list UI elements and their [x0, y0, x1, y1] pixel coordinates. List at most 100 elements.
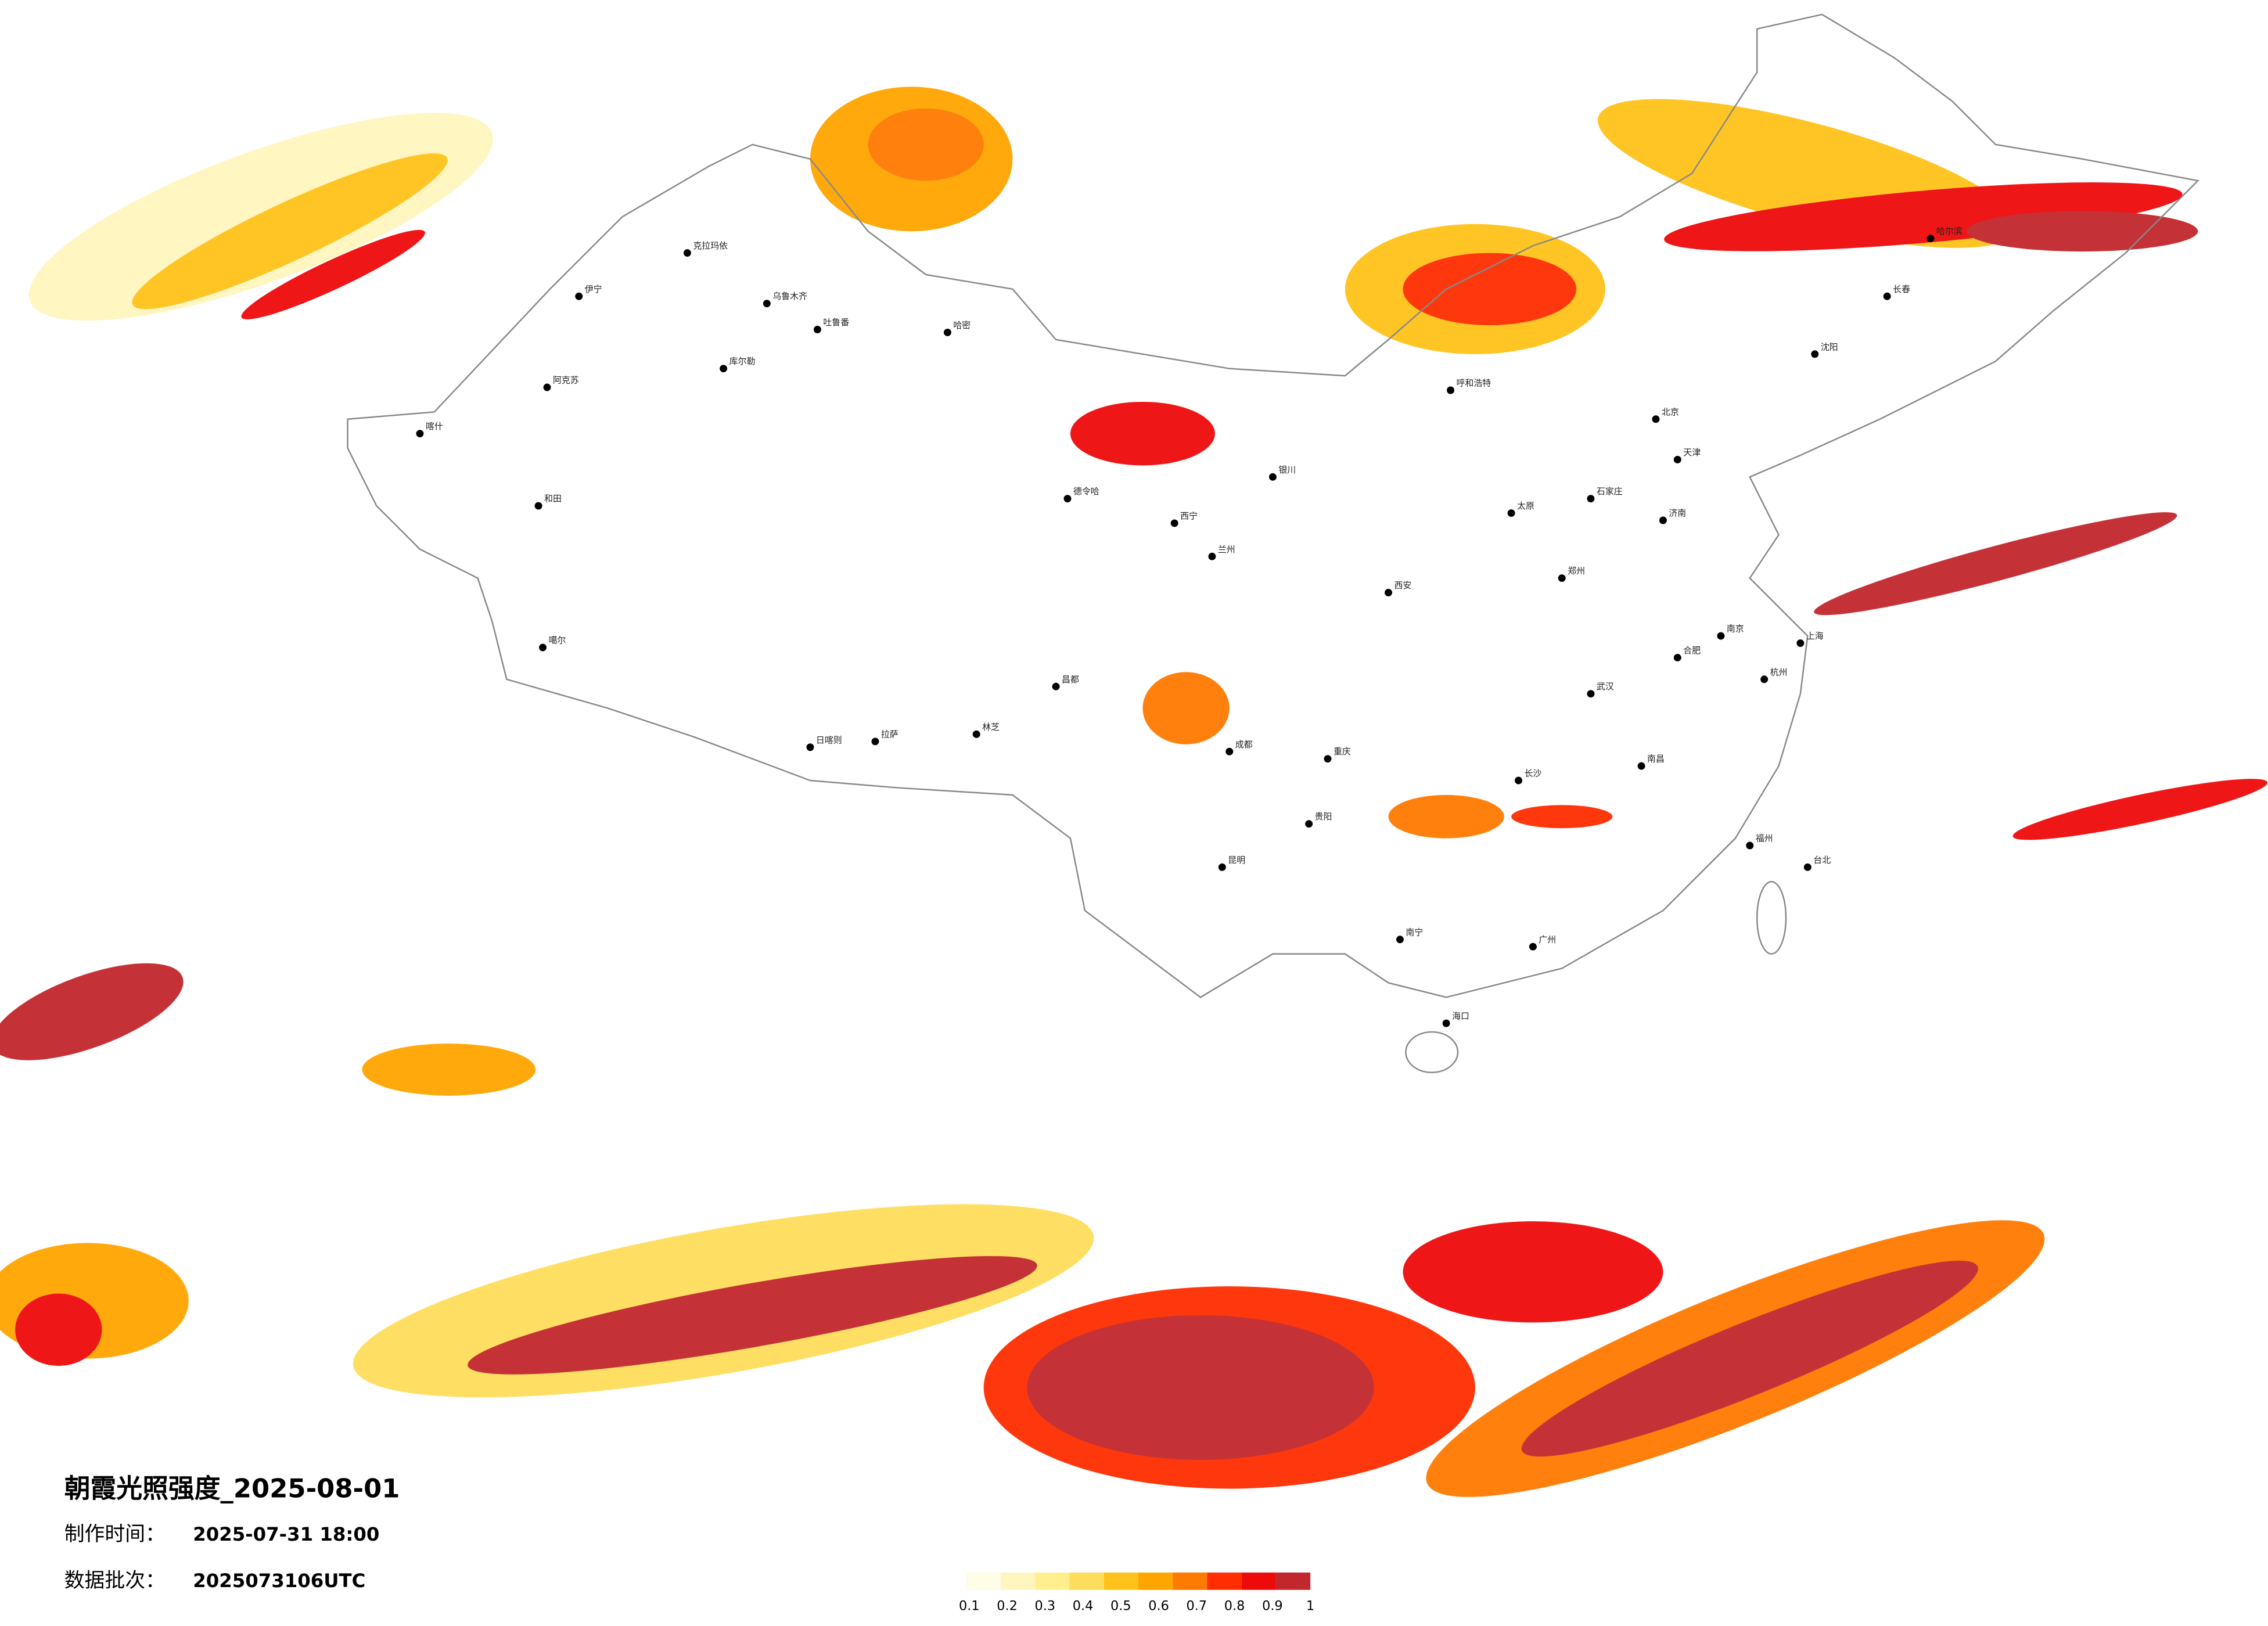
- city-dot: [1170, 519, 1178, 527]
- city-label: 武汉: [1597, 681, 1614, 692]
- city-label: 噶尔: [549, 635, 566, 646]
- city-label: 长沙: [1525, 768, 1542, 779]
- city-label: 银川: [1278, 465, 1296, 475]
- city-label: 太原: [1517, 501, 1534, 511]
- city-label: 昌都: [1062, 674, 1079, 685]
- heat-field: [0, 87, 2267, 1497]
- city-dot: [543, 383, 551, 391]
- city-dot: [1529, 942, 1537, 951]
- city-label: 南京: [1727, 624, 1744, 634]
- legend-swatch: [1001, 1572, 1036, 1590]
- city-dot: [806, 743, 814, 751]
- city-label: 沈阳: [1821, 341, 1838, 352]
- city-dot: [1746, 841, 1754, 850]
- city-dot: [1218, 863, 1226, 871]
- city-label: 上海: [1806, 631, 1824, 641]
- city-label: 合肥: [1683, 645, 1701, 656]
- city-label: 昆明: [1228, 855, 1245, 865]
- city-dot: [1225, 747, 1234, 756]
- city-dot: [683, 249, 691, 257]
- city-label: 郑州: [1568, 566, 1585, 576]
- legend-swatch: [1138, 1572, 1173, 1590]
- city-dot: [1052, 682, 1060, 690]
- city-dot: [1208, 552, 1216, 560]
- city-dot: [1587, 690, 1595, 698]
- city-label: 南昌: [1647, 754, 1665, 764]
- city-dot: [534, 502, 542, 510]
- china-outline: [347, 13, 2199, 1073]
- legend-tick-label: 0.2: [997, 1599, 1018, 1614]
- city-label: 广州: [1539, 934, 1556, 945]
- city-label: 海口: [1452, 1011, 1469, 1021]
- city-label: 阿克苏: [553, 375, 579, 386]
- legend: 0.1 0.2 0.3 0.4 0.5 0.6 0.7 0.8 0.9 1: [959, 1572, 1314, 1614]
- city-dot: [1811, 350, 1819, 358]
- production-time: 2025-07-31 18:00: [193, 1523, 379, 1545]
- city-label: 台北: [1813, 855, 1831, 865]
- city-label: 贵阳: [1315, 811, 1332, 822]
- city-label: 克拉玛依: [693, 240, 728, 251]
- city-label: 和田: [544, 494, 562, 504]
- city-label: 南宁: [1406, 927, 1423, 937]
- city-dot: [1659, 516, 1667, 524]
- legend-swatch: [1207, 1572, 1242, 1590]
- city-label: 哈密: [953, 320, 971, 330]
- city-dot: [1447, 386, 1455, 394]
- city-dot: [1760, 675, 1769, 684]
- city-dot: [1305, 820, 1313, 828]
- legend-swatch: [1275, 1572, 1311, 1590]
- city-dot: [1587, 495, 1595, 503]
- city-dot: [1803, 863, 1811, 871]
- city-label: 库尔勒: [729, 356, 756, 366]
- map-title: 朝霞光照强度_2025-08-01: [64, 1473, 400, 1503]
- city-label: 日喀则: [816, 735, 842, 745]
- city-label: 成都: [1235, 739, 1253, 750]
- city-label: 呼和浩特: [1457, 378, 1491, 388]
- city-dot: [943, 328, 951, 336]
- city-dot: [1063, 495, 1072, 503]
- legend-tick-label: 0.9: [1262, 1599, 1283, 1614]
- city-dot: [416, 430, 424, 438]
- production-label: 制作时间：: [64, 1523, 166, 1546]
- city-dot: [1558, 574, 1566, 582]
- city-label: 喀什: [426, 421, 443, 431]
- legend-swatch: [1069, 1572, 1104, 1590]
- city-label: 林芝: [982, 722, 1000, 732]
- city-dot: [813, 325, 821, 333]
- city-label: 济南: [1669, 508, 1686, 519]
- legend-swatch: [1104, 1572, 1138, 1590]
- city-dot: [763, 300, 771, 308]
- city-label: 北京: [1662, 406, 1679, 417]
- city-dot: [1442, 1019, 1450, 1027]
- city-dot: [1515, 776, 1523, 785]
- city-label: 德令哈: [1073, 486, 1099, 497]
- city-label: 拉萨: [881, 729, 898, 739]
- city-label: 杭州: [1770, 667, 1788, 677]
- legend-swatch: [1035, 1572, 1070, 1590]
- city-dot: [1883, 292, 1891, 300]
- legend-swatch: [1173, 1572, 1207, 1590]
- city-dot: [1324, 755, 1332, 763]
- legend-tick-label: 1: [1306, 1599, 1314, 1614]
- legend-tick-label: 0.1: [959, 1599, 980, 1614]
- city-label: 乌鲁木齐: [772, 291, 807, 301]
- batch-label: 数据批次：: [64, 1569, 166, 1592]
- city-dot: [1396, 936, 1404, 944]
- city-dot: [1673, 455, 1681, 463]
- legend-tick-label: 0.5: [1110, 1599, 1131, 1614]
- city-dot: [539, 643, 547, 652]
- city-dot: [871, 738, 879, 746]
- city-dot: [1652, 415, 1660, 423]
- city-dot: [972, 730, 980, 738]
- city-label: 哈尔滨: [1936, 226, 1963, 236]
- city-dot: [575, 292, 583, 300]
- city-label: 西安: [1394, 580, 1412, 591]
- legend-swatch: [966, 1572, 1001, 1590]
- city-dot: [1507, 509, 1515, 517]
- city-dot: [1926, 235, 1935, 243]
- city-dot: [1717, 632, 1725, 640]
- legend-tick-label: 0.7: [1187, 1599, 1207, 1614]
- legend-swatch: [1241, 1572, 1276, 1590]
